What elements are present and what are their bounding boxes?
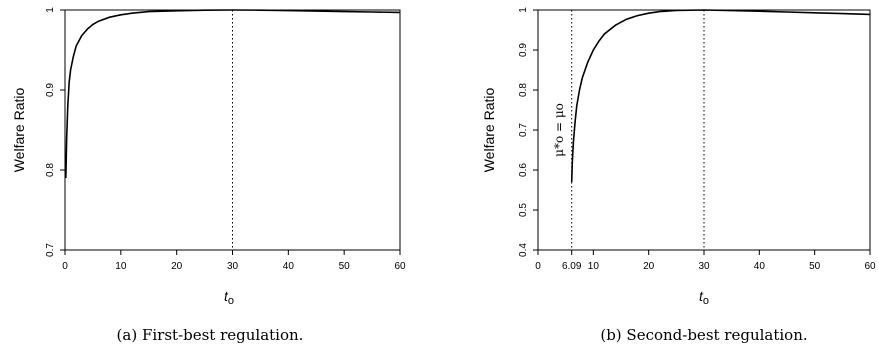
x-axis: 0 10 20 30 40 50 60 <box>62 250 406 272</box>
x-tick-label: 50 <box>339 261 351 272</box>
x-axis-title: to <box>699 288 709 307</box>
reference-lines <box>571 10 705 250</box>
x-axis: 0 6.09 10 20 30 40 50 60 <box>535 250 876 272</box>
x-tick-label: 20 <box>171 261 183 272</box>
x-tick-label: 0 <box>62 261 68 272</box>
y-axis: 0.4 0.5 0.6 0.7 0.8 0.9 1 <box>518 7 538 257</box>
x-tick-label: 60 <box>394 261 406 272</box>
x-tick-label: 30 <box>227 261 239 272</box>
x-tick-label: 50 <box>809 261 821 272</box>
x-tick-label: 0 <box>535 261 541 272</box>
y-tick-label: 0.9 <box>45 83 56 97</box>
y-tick-label: 0.6 <box>518 163 529 177</box>
y-axis-title: Welfare Ratio <box>481 88 497 173</box>
x-tick-label: 60 <box>864 261 876 272</box>
y-tick-label: 0.9 <box>518 43 529 57</box>
chart-panel-a: 0.7 0.8 0.9 1 0 10 20 30 40 50 60 Welfare Ratio t… <box>11 7 406 344</box>
welfare-ratio-line <box>65 9 401 179</box>
mu-annotation: μ*o = μo <box>552 103 566 157</box>
x-axis-title: to <box>224 288 234 307</box>
y-axis: 0.7 0.8 0.9 1 <box>45 7 65 257</box>
x-tick-label: 20 <box>643 261 655 272</box>
y-tick-label: 1 <box>45 7 56 13</box>
x-tick-label: 10 <box>588 261 600 272</box>
y-tick-label: 0.4 <box>518 243 529 257</box>
y-axis-title: Welfare Ratio <box>11 88 27 173</box>
caption: (b) Second-best regulation. <box>600 326 807 344</box>
x-tick-label: 30 <box>698 261 710 272</box>
y-tick-label: 0.8 <box>518 83 529 97</box>
x-tick-label: 40 <box>283 261 295 272</box>
x-tick-label: 10 <box>115 261 127 272</box>
caption: (a) First-best regulation. <box>117 326 304 344</box>
chart-panel-b: 0.4 0.5 0.6 0.7 0.8 0.9 1 0 6.09 10 20 30 40 50 60 We… <box>481 7 876 344</box>
y-tick-label: 0.7 <box>45 243 56 257</box>
welfare-ratio-line <box>570 9 871 183</box>
y-tick-label: 0.5 <box>518 203 529 217</box>
x-tick-label: 6.09 <box>562 261 582 272</box>
y-tick-label: 1 <box>518 7 529 13</box>
y-tick-label: 0.7 <box>518 123 529 137</box>
x-tick-label: 40 <box>754 261 766 272</box>
y-tick-label: 0.8 <box>45 163 56 177</box>
